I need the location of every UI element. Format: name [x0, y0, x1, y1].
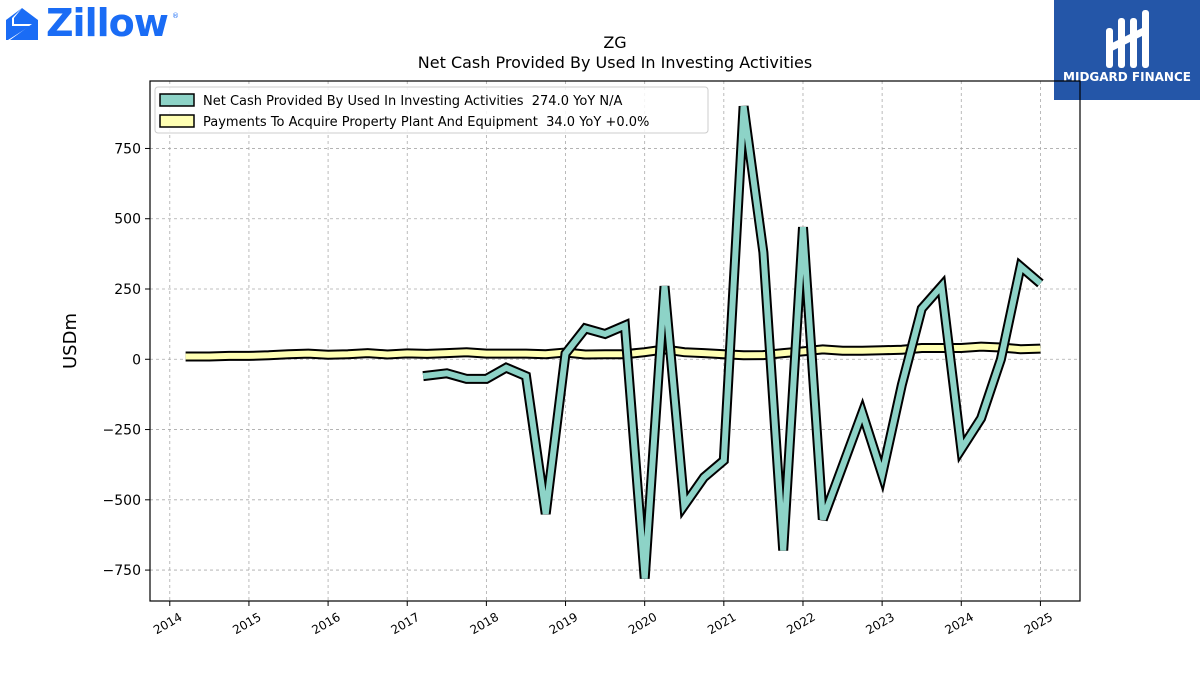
- y-tick-label: 0: [132, 352, 141, 368]
- midgard-finance-label: MIDGARD FINANCE: [1063, 70, 1191, 84]
- series-line-net-cash-investing-fill: [422, 105, 1043, 579]
- y-tick-label: 250: [114, 282, 141, 298]
- legend: Net Cash Provided By Used In Investing A…: [154, 86, 709, 134]
- series-line-capex-payments: [185, 341, 1041, 362]
- y-tick-label: −750: [103, 563, 141, 579]
- x-tick-label: 2019: [547, 610, 580, 637]
- y-axis-label: USDm: [60, 313, 81, 369]
- x-tick-label: 2018: [468, 610, 501, 637]
- series-line-net-cash-investing: [422, 105, 1044, 579]
- x-tick-label: 2024: [943, 610, 976, 637]
- series-lines: [185, 105, 1044, 579]
- x-tick-label: 2016: [309, 610, 342, 637]
- x-tick-label: 2021: [705, 610, 738, 637]
- plot-frame: [149, 80, 1081, 602]
- x-tick-label: 2025: [1022, 610, 1055, 637]
- zillow-wordmark: Zillow: [46, 1, 169, 45]
- midgard-monogram-icon: [1106, 10, 1149, 68]
- legend-label-capex: Payments To Acquire Property Plant And E…: [203, 115, 649, 130]
- legend-swatch-capex: [159, 114, 195, 128]
- y-tick-label: 750: [114, 141, 141, 157]
- legend-label-net-cash: Net Cash Provided By Used In Investing A…: [203, 94, 622, 109]
- x-tick-label: 2022: [784, 610, 817, 637]
- chart-title: ZG: [603, 33, 626, 52]
- y-tick-label: 500: [114, 212, 141, 228]
- midgard-finance-logo: MIDGARD FINANCE: [1054, 0, 1200, 100]
- y-tick-label: −250: [103, 423, 141, 439]
- registered-mark: ®: [172, 12, 179, 20]
- legend-box: [154, 86, 709, 134]
- grid: [150, 81, 1080, 601]
- series-line-capex-payments-fill: [185, 343, 1041, 360]
- legend-swatch-net-cash: [159, 93, 195, 107]
- y-axis: −750 −500 −250 0 250 500 750: [103, 141, 150, 579]
- x-tick-label: 2015: [230, 610, 263, 637]
- house-icon: [6, 8, 38, 40]
- x-axis: 2014 2015 2016 2017 2018 2019 2020 2021 2022 2023…: [151, 601, 1055, 637]
- x-tick-label: 2014: [151, 610, 184, 637]
- x-tick-label: 2017: [389, 610, 422, 637]
- chart-subtitle: Net Cash Provided By Used In Investing A…: [418, 53, 812, 72]
- y-tick-label: −500: [103, 493, 141, 509]
- x-tick-label: 2020: [626, 610, 659, 637]
- x-tick-label: 2023: [863, 610, 896, 637]
- zillow-logo: Zillow ®: [4, 1, 184, 46]
